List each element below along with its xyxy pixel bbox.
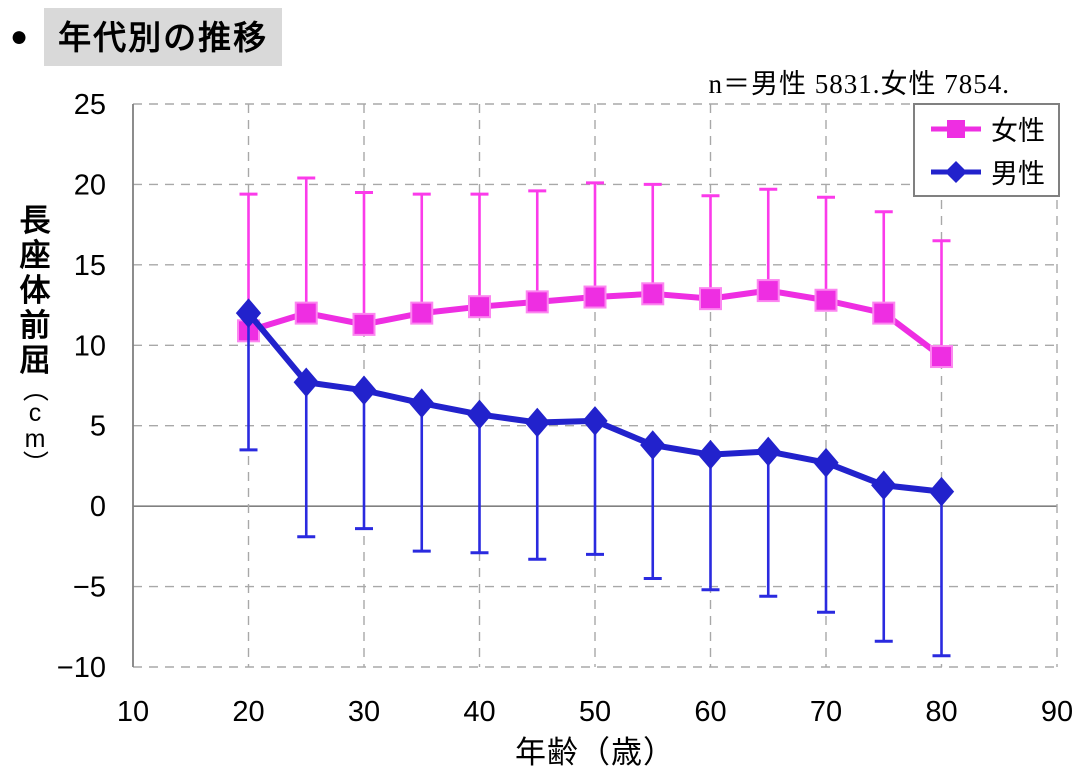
data-point-female (814, 288, 838, 312)
x-tick-label-60: 60 (694, 696, 726, 728)
data-point-female (699, 287, 722, 311)
data-point-female (525, 290, 549, 314)
data-point-female (930, 345, 953, 369)
x-tick-label-50: 50 (579, 696, 611, 728)
y-axis-title: 長座体前屈（c m） (12, 203, 58, 477)
x-axis-title: 年齢（歳） (515, 735, 675, 770)
y-tick-label-5: 5 (90, 411, 106, 443)
male-line-marker-icon (931, 160, 981, 183)
data-point-male (351, 375, 377, 406)
y-axis-title-char: （ (19, 375, 50, 403)
legend-label-female: 女性 (991, 116, 1045, 146)
series-male (235, 298, 955, 658)
data-point-male (409, 388, 435, 418)
data-point-male (524, 407, 550, 438)
data-point-male (293, 367, 319, 398)
y-axis-title-char: ） (19, 449, 50, 477)
sample-size-annotation: n＝男性 5831.女性 7854. (708, 69, 1010, 99)
data-point-female (583, 285, 607, 309)
y-axis-title-char: m (24, 425, 46, 453)
y-tick-label-20: 20 (74, 169, 106, 201)
data-point-female (641, 282, 665, 306)
data-point-female (872, 301, 896, 325)
page-title-row: ● 年代別の推移 (10, 8, 283, 66)
x-tick-label-30: 30 (348, 696, 380, 728)
data-point-female (410, 301, 434, 325)
page-title: 年代別の推移 (44, 8, 283, 66)
data-point-male (813, 447, 839, 478)
data-point-male (755, 436, 781, 467)
data-point-male (640, 430, 666, 460)
y-tick-label-15: 15 (74, 250, 106, 282)
data-point-female (756, 279, 780, 303)
y-axis-title-char: 長 (19, 203, 51, 238)
y-tick-label-0: 0 (90, 491, 106, 523)
y-axis-title-char: c (28, 399, 42, 427)
data-point-male (466, 399, 493, 430)
data-point-female (352, 312, 376, 336)
x-tick-label-40: 40 (463, 696, 495, 728)
legend: 女性 男性 (913, 103, 1060, 197)
x-tick-label-90: 90 (1041, 696, 1073, 728)
data-point-male (871, 470, 897, 500)
y-tick-label--10: −10 (57, 652, 106, 684)
female-line-marker-icon (931, 119, 981, 138)
legend-item-female: 女性 (915, 109, 1058, 148)
x-tick-label-20: 20 (232, 696, 264, 728)
y-axis-title-char: 前 (19, 308, 51, 343)
series-female (237, 176, 953, 369)
data-point-female (294, 301, 318, 325)
x-tick-label-80: 80 (925, 696, 957, 728)
legend-label-male: 男性 (991, 159, 1045, 189)
bullet-icon: ● (10, 20, 29, 53)
data-point-male (582, 406, 608, 436)
y-tick-label--5: −5 (73, 572, 106, 604)
x-tick-label-10: 10 (117, 696, 149, 728)
data-point-male (697, 439, 724, 470)
y-axis-title-char: 屈 (19, 343, 51, 378)
data-point-male (235, 298, 262, 328)
y-axis-title-char: 体 (19, 273, 51, 308)
legend-item-male: 男性 (915, 152, 1058, 191)
data-point-male (928, 476, 955, 507)
y-tick-label-10: 10 (74, 330, 106, 362)
x-tick-label-70: 70 (810, 696, 842, 728)
y-tick-label-25: 25 (74, 89, 106, 121)
data-point-female (468, 295, 491, 319)
y-axis-title-char: 座 (19, 238, 51, 273)
